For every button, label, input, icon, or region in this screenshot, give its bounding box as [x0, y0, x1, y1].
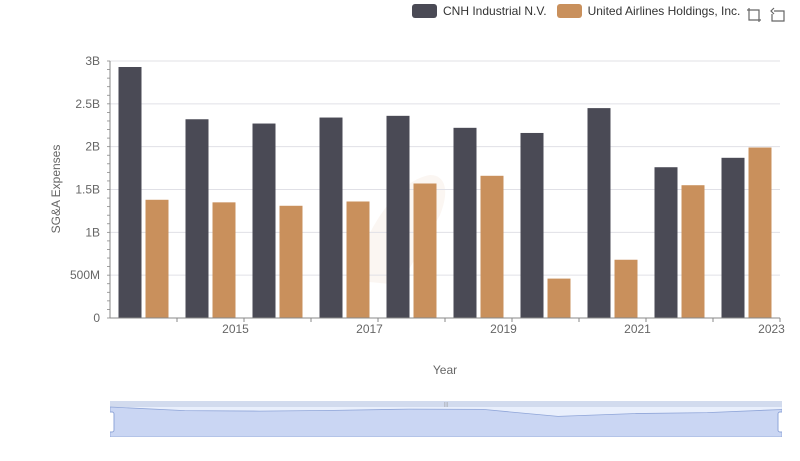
data-zoom-top-bar[interactable] [110, 401, 782, 407]
bars-group [118, 66, 772, 319]
bar-united-2021[interactable] [614, 259, 638, 318]
bar-united-2023[interactable] [748, 147, 772, 318]
bar-chart: 0 500M 1B 1.5B 2B 2.5B 3B 2015 2017 2019 2021 2023… [49, 54, 785, 377]
legend-swatch-cnh [412, 4, 437, 18]
y-tick-label: 500M [70, 268, 100, 282]
legend-label-cnh: CNH Industrial N.V. [443, 4, 547, 18]
legend-item-united[interactable]: United Airlines Holdings, Inc. [556, 4, 741, 18]
y-tick-label: 2B [85, 140, 100, 154]
bar-united-2017[interactable] [346, 201, 370, 318]
bar-united-2022[interactable] [681, 185, 705, 318]
legend-swatch-united [556, 4, 582, 18]
grid-lines [110, 60, 780, 276]
bar-united-2018[interactable] [413, 183, 437, 318]
x-tick-label: 2017 [356, 322, 383, 336]
y-tick-label: 0 [93, 311, 100, 325]
data-zoom-handle-right[interactable] [777, 411, 782, 433]
x-axis-title: Year [433, 363, 457, 377]
y-tick-label: 3B [85, 54, 100, 68]
bar-cnh-2020[interactable] [520, 132, 544, 318]
zoom-icon[interactable] [746, 7, 762, 23]
bar-cnh-2023[interactable] [721, 157, 745, 318]
data-zoom-handle-left[interactable] [110, 411, 115, 433]
data-zoom-preview [110, 406, 782, 437]
x-tick-label: 2015 [222, 322, 249, 336]
bar-cnh-2018[interactable] [386, 115, 410, 319]
y-tick-label: 1B [85, 225, 100, 239]
y-axis-title: SG&A Expenses [49, 145, 63, 234]
legend: CNH Industrial N.V. United Airlines Hold… [412, 4, 740, 18]
bar-united-2016[interactable] [279, 205, 303, 318]
bar-cnh-2019[interactable] [453, 127, 477, 318]
restore-icon[interactable] [770, 7, 786, 23]
bar-cnh-2014[interactable] [118, 66, 142, 318]
bar-united-2020[interactable] [547, 278, 571, 318]
bar-united-2015[interactable] [212, 202, 236, 318]
x-tick-label: 2021 [624, 322, 651, 336]
bar-cnh-2022[interactable] [654, 167, 678, 318]
bar-united-2014[interactable] [145, 199, 169, 318]
bar-cnh-2017[interactable] [319, 117, 343, 318]
toolbox [746, 7, 786, 23]
legend-item-cnh[interactable]: CNH Industrial N.V. [412, 4, 547, 18]
bar-united-2019[interactable] [480, 175, 504, 318]
bar-cnh-2015[interactable] [185, 119, 209, 319]
x-axis: 2015 2017 2019 2021 2023 [110, 317, 785, 336]
bar-cnh-2016[interactable] [252, 123, 276, 318]
y-tick-label: 2.5B [75, 97, 100, 111]
x-tick-label: 2019 [490, 322, 517, 336]
y-axis: 0 500M 1B 1.5B 2B 2.5B 3B [70, 54, 111, 325]
legend-label-united: United Airlines Holdings, Inc. [587, 4, 741, 18]
data-zoom-slider[interactable]: ||| [110, 401, 782, 437]
x-tick-label: 2023 [758, 322, 785, 336]
data-zoom-grip-icon[interactable]: ||| [444, 402, 448, 408]
bar-cnh-2021[interactable] [587, 108, 611, 318]
y-tick-label: 1.5B [75, 183, 100, 197]
